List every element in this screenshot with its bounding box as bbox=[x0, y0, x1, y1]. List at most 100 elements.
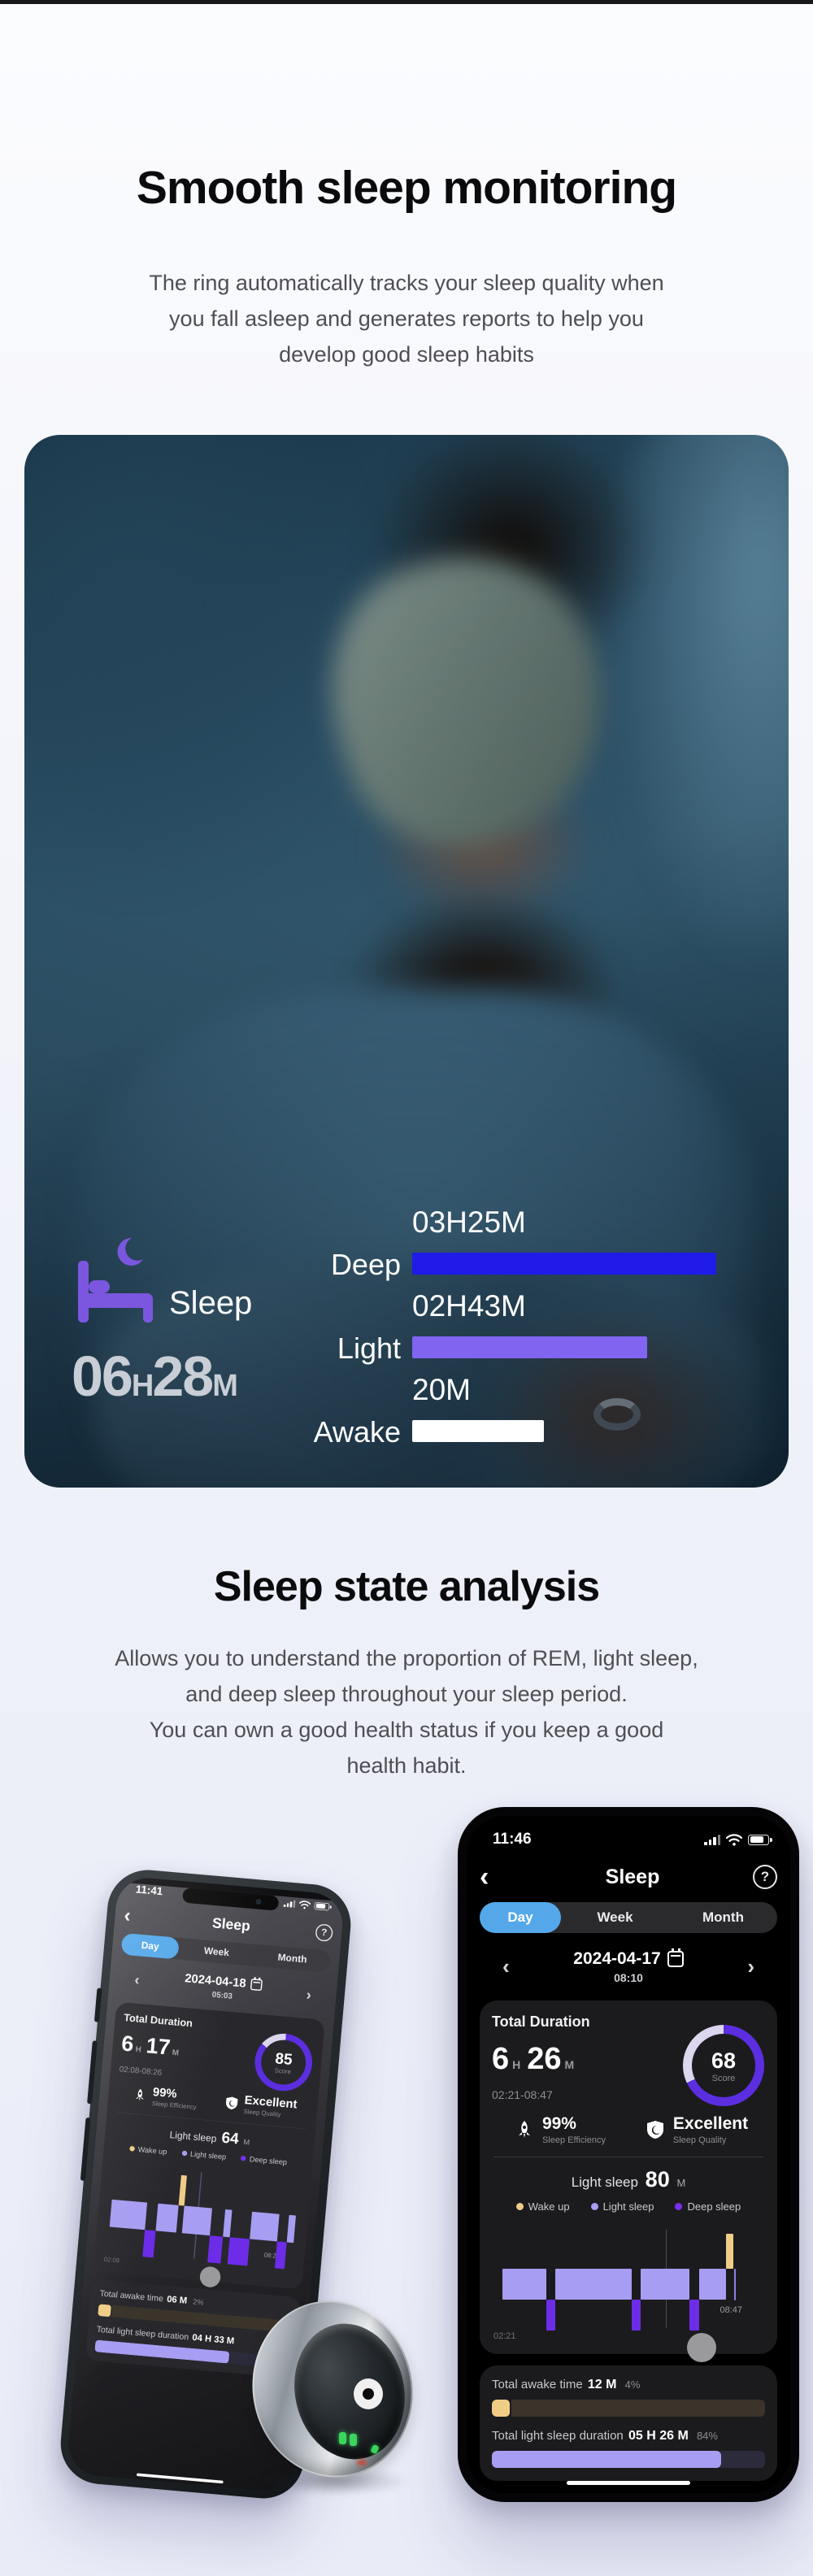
overlay-hours-unit: H bbox=[131, 1369, 154, 1403]
chart-start-time: 02:08 bbox=[103, 2256, 120, 2265]
quality-value: Excellent bbox=[672, 2114, 749, 2133]
next-date-chevron[interactable]: › bbox=[747, 1954, 754, 1979]
hypnogram-segment-light bbox=[155, 2203, 179, 2233]
analysis-line-1: Allows you to understand the proportion … bbox=[115, 1646, 698, 1670]
rocket-icon bbox=[135, 2088, 144, 2101]
home-indicator[interactable] bbox=[136, 2473, 224, 2484]
duration-hours-unit: H bbox=[512, 2058, 521, 2071]
score-value: 68 bbox=[711, 2048, 737, 2073]
duration-hours: 6 bbox=[492, 2042, 510, 2076]
light-sleep-value: 80 bbox=[645, 2167, 670, 2192]
legend-light-sleep: Light sleep bbox=[590, 2200, 654, 2213]
ring-led-icon bbox=[350, 2434, 357, 2446]
tab-day[interactable]: Day bbox=[480, 1902, 561, 1933]
hypnogram-chart[interactable]: 02:08 08:26 bbox=[102, 2156, 303, 2288]
help-icon[interactable]: ? bbox=[753, 1865, 777, 1889]
hypnogram-segment-wake bbox=[178, 2174, 188, 2206]
signal-icon bbox=[283, 1899, 296, 1908]
hypnogram-segment-light bbox=[554, 2268, 633, 2300]
home-indicator[interactable] bbox=[567, 2481, 690, 2485]
hypnogram-segment-light bbox=[222, 2209, 233, 2237]
battery-icon bbox=[314, 1901, 330, 1911]
tab-week[interactable]: Week bbox=[203, 1944, 230, 1959]
deep-label: Deep bbox=[330, 1248, 401, 1281]
score-value: 85 bbox=[274, 2049, 293, 2068]
signal-icon bbox=[704, 1834, 720, 1845]
efficiency-value: 99% bbox=[541, 2114, 576, 2133]
hypnogram-segment-line bbox=[734, 2268, 737, 2301]
tab-week[interactable]: Week bbox=[597, 1909, 633, 1925]
tab-month[interactable]: Month bbox=[702, 1909, 744, 1925]
next-date-chevron[interactable]: › bbox=[305, 1985, 312, 2004]
hero-line-2: you fall asleep and generates reports to… bbox=[169, 306, 644, 331]
tab-month[interactable]: Month bbox=[277, 1951, 308, 1966]
legend-wake-up: Wake up bbox=[515, 2200, 570, 2213]
smart-ring-product bbox=[236, 2286, 429, 2496]
deep-dot-icon bbox=[241, 2155, 246, 2161]
chart-legend: Wake up Light sleep Deep sleep bbox=[492, 2200, 765, 2213]
date-center[interactable]: 2024-04-18 05:03 bbox=[183, 1972, 263, 2003]
score-label: Score bbox=[711, 2073, 736, 2083]
shield-moon-icon bbox=[646, 2121, 663, 2139]
sleep-window: 02:21-08:47 bbox=[492, 2088, 553, 2101]
hypnogram-chart[interactable]: 02:21 08:47 bbox=[492, 2219, 765, 2362]
back-chevron-icon[interactable]: ‹ bbox=[480, 1861, 489, 1892]
hypnogram-segment-deep bbox=[207, 2235, 223, 2264]
wifi-icon bbox=[298, 1900, 311, 1909]
chart-start-time: 02:21 bbox=[493, 2331, 516, 2341]
overlay-minutes-unit: M bbox=[212, 1369, 238, 1403]
awake-total-row: Total awake time 12 M 4% bbox=[492, 2378, 641, 2391]
analysis-line-3: You can own a good health status if you … bbox=[149, 1718, 664, 1742]
legend-wake-up: Wake up bbox=[128, 2144, 167, 2156]
left-phone-screen: 11:41 ‹ Sleep ? Day Week Month bbox=[66, 1875, 346, 2493]
light-sleep-unit: M bbox=[676, 2177, 686, 2189]
wifi-icon bbox=[726, 1833, 742, 1846]
analysis-line-2: and deep sleep throughout your sleep per… bbox=[185, 1682, 628, 1706]
deep-bar bbox=[412, 1253, 716, 1275]
right-phone-mockup: 11:46 ‹ Sleep ? Day Week Month bbox=[458, 1807, 799, 2502]
top-strip bbox=[0, 0, 813, 4]
awake-total-bar bbox=[492, 2400, 765, 2417]
light-total-row: Total light sleep duration 05 H 26 M 84% bbox=[492, 2429, 718, 2443]
tab-day[interactable]: Day bbox=[120, 1932, 180, 1960]
back-chevron-icon[interactable]: ‹ bbox=[123, 1904, 132, 1927]
date-selector: ‹ 2024-04-17 08:10 › bbox=[480, 1948, 777, 1984]
camera-icon bbox=[255, 1898, 262, 1905]
hypnogram-segment-light bbox=[250, 2211, 280, 2242]
calendar-icon[interactable] bbox=[667, 1948, 684, 1967]
overlay-hours: 06 bbox=[72, 1344, 133, 1408]
prev-date-chevron[interactable]: ‹ bbox=[502, 1954, 510, 1979]
efficiency-stat: 99% Sleep Efficiency bbox=[116, 2083, 214, 2113]
awake-bar bbox=[412, 1420, 544, 1442]
light-sleep-headline: Light sleep 80 M bbox=[492, 2167, 765, 2192]
overlay-sleep-label: Sleep bbox=[169, 1285, 253, 1321]
hypnogram-segment-deep bbox=[142, 2229, 156, 2258]
quality-label: Sleep Quality bbox=[672, 2135, 727, 2145]
hypnogram-segment-deep bbox=[274, 2241, 287, 2270]
status-icons bbox=[283, 1899, 330, 1911]
legend-deep-sleep: Deep sleep bbox=[675, 2200, 741, 2213]
left-phone-mockup: 11:41 ‹ Sleep ? Day Week Month bbox=[57, 1866, 354, 2502]
chart-scrub-handle[interactable] bbox=[686, 2333, 716, 2362]
sleep-summary-card: Total Duration 6 H 26 M 68 Score 02:21-08:47… bbox=[480, 2000, 777, 2362]
duration-minutes-unit: M bbox=[564, 2058, 575, 2071]
awake-value: 20M bbox=[412, 1373, 471, 1406]
efficiency-stat: 99% Sleep Efficiency bbox=[492, 2114, 628, 2145]
shield-moon-icon bbox=[225, 2096, 238, 2110]
help-icon[interactable]: ? bbox=[315, 1923, 334, 1943]
deep-dot-icon bbox=[675, 2203, 683, 2210]
hero-title: Smooth sleep monitoring bbox=[136, 162, 677, 214]
awake-label: Awake bbox=[313, 1415, 401, 1449]
period-tabs: Day Week Month bbox=[480, 1902, 777, 1933]
stats-row: 99% Sleep Efficiency Excellent Sleep Quali… bbox=[492, 2114, 765, 2145]
hero-line-1: The ring automatically tracks your sleep… bbox=[149, 271, 664, 295]
prev-date-chevron[interactable]: ‹ bbox=[133, 1970, 141, 1988]
ring-sensor-icon bbox=[354, 2378, 383, 2409]
sleep-summary-card: Total Duration 6H 17M 85 Score 02:08-08:26… bbox=[93, 2001, 325, 2290]
chart-scrub-handle[interactable] bbox=[199, 2265, 222, 2288]
score-label: Score bbox=[274, 2066, 292, 2076]
calendar-icon[interactable] bbox=[250, 1979, 263, 1992]
status-time: 11:46 bbox=[493, 1831, 532, 1848]
overlay-sleep-stage-rows: 03H25M Deep 02H43M Light 20M Awake bbox=[293, 1205, 764, 1457]
date-center[interactable]: 2024-04-17 08:10 bbox=[573, 1948, 684, 1984]
